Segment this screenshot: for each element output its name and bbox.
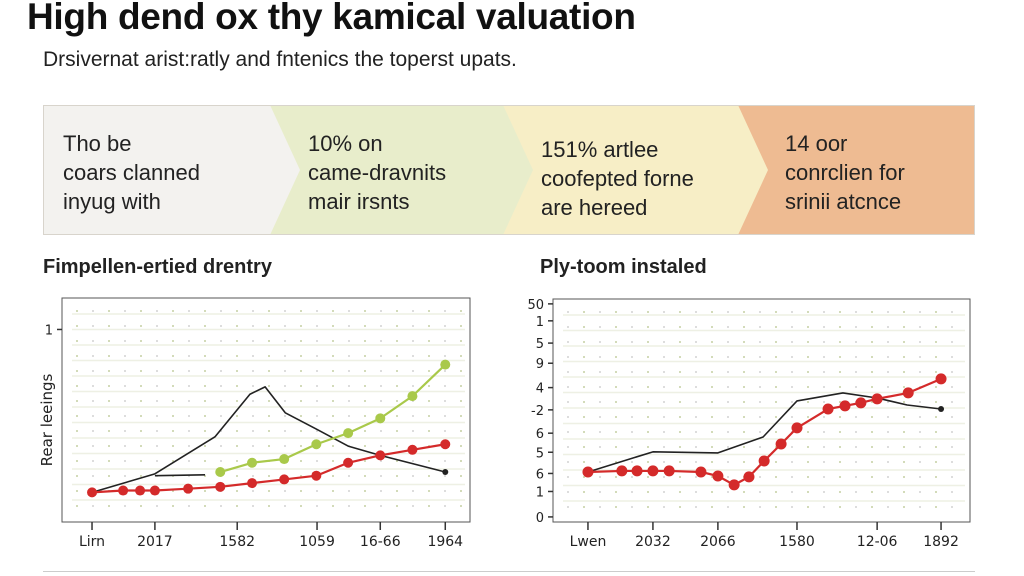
data-point xyxy=(440,359,451,370)
y-tick-label: 5 xyxy=(536,337,544,352)
x-tick-label: Lwen xyxy=(570,534,607,550)
y-tick-label: 1 xyxy=(536,315,544,330)
data-point xyxy=(935,373,947,385)
series-line xyxy=(91,386,446,494)
data-point xyxy=(343,428,354,439)
y-tick-label: 4 xyxy=(536,382,544,397)
data-point xyxy=(758,455,770,467)
data-point xyxy=(407,444,418,455)
x-tick-label: 2066 xyxy=(700,534,736,550)
series-line xyxy=(219,363,447,474)
y-tick-label: 5 xyxy=(536,446,544,461)
data-point xyxy=(215,467,226,478)
data-point xyxy=(311,439,322,450)
chart-title-left: Fimpellen-ertied drentry xyxy=(43,256,272,278)
page-subtitle: Drsivernat arist:ratly and fntenics the … xyxy=(43,48,517,71)
x-tick-label: 2017 xyxy=(137,534,173,550)
data-point xyxy=(375,450,386,461)
series-line xyxy=(587,392,942,473)
data-point xyxy=(118,485,129,496)
x-tick-label: 2032 xyxy=(635,534,671,550)
y-tick-label: 0 xyxy=(536,511,544,526)
data-point xyxy=(791,422,803,434)
info-banner: Tho be coars clanned inyug with 10% on c… xyxy=(43,105,975,235)
data-point xyxy=(135,485,146,496)
y-tick-label: 6 xyxy=(536,467,544,482)
x-tick-label: 12-06 xyxy=(857,534,898,550)
banner-segment-bg-3 xyxy=(498,105,768,235)
banner-chevrons xyxy=(43,105,975,235)
data-point xyxy=(440,439,451,450)
data-point xyxy=(712,470,724,482)
data-point xyxy=(279,454,290,465)
data-point xyxy=(616,465,628,477)
banner-segment-bg-4 xyxy=(733,105,975,235)
data-point xyxy=(775,438,787,450)
y-tick-label: -2 xyxy=(531,404,544,419)
data-point xyxy=(343,457,354,468)
bottom-divider xyxy=(43,571,975,572)
banner-text-3: 151% artlee coofepted forne are hereed xyxy=(541,137,694,220)
x-tick-label: 1059 xyxy=(299,534,335,550)
y-tick-label: 6 xyxy=(536,427,544,442)
y-axis-label: Rear leeings xyxy=(38,373,56,466)
data-point xyxy=(822,403,834,415)
data-point xyxy=(149,485,160,496)
data-point xyxy=(407,391,418,402)
data-point xyxy=(663,465,675,477)
y-tick-label: 1 xyxy=(536,485,544,500)
data-point xyxy=(902,387,914,399)
data-point xyxy=(87,487,98,498)
y-tick-label: 9 xyxy=(536,357,544,372)
data-point xyxy=(938,406,945,413)
x-tick-label: 1964 xyxy=(427,534,463,550)
data-point xyxy=(375,413,386,424)
data-point xyxy=(442,469,449,476)
data-point xyxy=(247,478,258,489)
x-tick-label: 16-66 xyxy=(360,534,401,550)
page-title: High dend ox thy kamical valuation xyxy=(27,0,636,37)
x-tick-label: 1582 xyxy=(219,534,255,550)
banner-segment-bg-1 xyxy=(43,105,300,235)
banner-text-4: 14 oor conrclien for srinii atcnce xyxy=(785,131,905,214)
data-point xyxy=(215,481,226,492)
data-point xyxy=(855,397,867,409)
data-point xyxy=(279,474,290,485)
series-line xyxy=(154,473,206,477)
data-point xyxy=(743,471,755,483)
banner-text-2: 10% on came-dravnits mair irsnts xyxy=(308,131,447,214)
banner-border xyxy=(43,105,975,235)
plot-frame xyxy=(61,297,471,523)
x-tick-label: 1892 xyxy=(923,534,959,550)
data-point xyxy=(695,466,707,478)
data-point xyxy=(582,466,594,478)
data-point xyxy=(311,470,322,481)
y-tick-label: 1 xyxy=(45,323,53,338)
x-tick-label: 1580 xyxy=(779,534,815,550)
data-point xyxy=(631,465,643,477)
data-point xyxy=(839,400,851,412)
data-point xyxy=(247,457,258,468)
data-point xyxy=(728,479,740,491)
plot-frame xyxy=(552,298,971,523)
data-point xyxy=(647,465,659,477)
data-point xyxy=(871,393,883,405)
chart-title-right: Ply-toom instaled xyxy=(540,256,707,278)
data-point xyxy=(183,483,194,494)
y-tick-label: 50 xyxy=(527,298,544,313)
banner-text-1: Tho be coars clanned inyug with xyxy=(63,131,200,214)
banner-segment-bg-2 xyxy=(265,105,533,235)
x-tick-label: Lirn xyxy=(79,534,105,550)
